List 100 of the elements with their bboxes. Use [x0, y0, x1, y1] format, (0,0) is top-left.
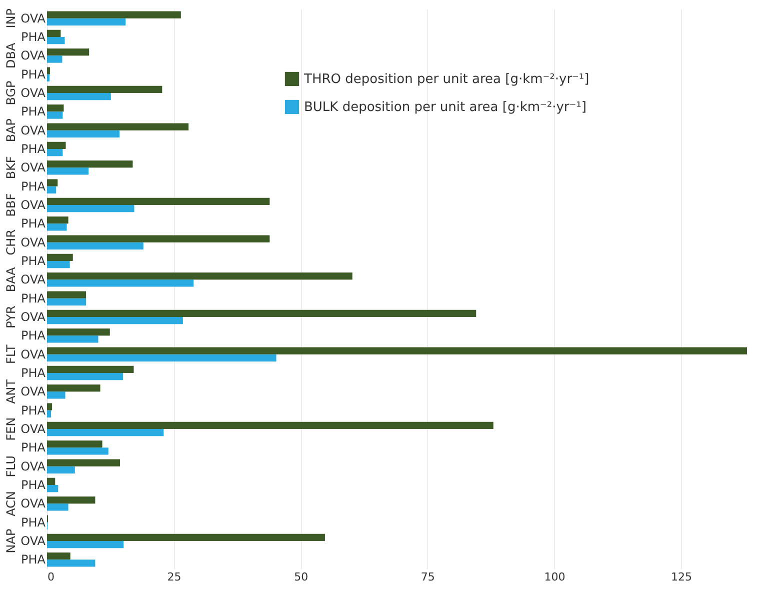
bar — [47, 261, 70, 268]
bar — [47, 86, 162, 93]
bar — [47, 560, 96, 567]
bar — [47, 112, 63, 119]
bar — [47, 384, 100, 392]
bar — [47, 373, 124, 380]
bar — [47, 280, 194, 287]
bar — [47, 478, 56, 485]
bar — [47, 235, 270, 242]
y-tick-label: PHA — [21, 403, 46, 418]
text: BKF — [4, 156, 18, 180]
x-tick-label: 100 — [544, 570, 566, 584]
bar — [47, 422, 494, 429]
bar — [47, 429, 164, 436]
bar — [47, 93, 111, 100]
y-tick-label: PHA — [21, 179, 46, 194]
y-tick-label: PHA — [21, 30, 46, 44]
y-tick-label: OVA — [20, 347, 46, 362]
x-tick-label: 125 — [671, 570, 692, 584]
bar — [47, 291, 86, 298]
text: BGP — [4, 80, 18, 106]
text: ANT — [4, 378, 18, 404]
bar — [47, 198, 270, 205]
bar — [47, 336, 98, 343]
y-tick-label: OVA — [20, 310, 46, 324]
y-tick-label: PHA — [21, 366, 46, 380]
bar — [47, 149, 63, 156]
x-tick-label: 50 — [294, 570, 308, 584]
bar — [47, 123, 189, 130]
text: FEN — [4, 417, 18, 441]
bar — [47, 205, 134, 212]
text: PYR — [4, 306, 18, 328]
y-tick-label: OVA — [20, 48, 46, 63]
y-tick-label: OVA — [20, 459, 46, 474]
bar — [47, 459, 120, 466]
y-tick-label: PHA — [21, 216, 46, 231]
bar — [47, 403, 52, 410]
bar — [47, 179, 58, 186]
bar — [47, 224, 67, 231]
y-tick-label: PHA — [21, 440, 46, 455]
y-tick-label: PHA — [21, 67, 46, 82]
bar — [47, 160, 133, 168]
bar — [47, 496, 96, 504]
bar — [47, 104, 64, 112]
y-tick-label: PHA — [21, 142, 46, 156]
bar — [47, 328, 110, 336]
bar — [47, 254, 73, 261]
y-tick-label: OVA — [20, 235, 46, 250]
bar — [47, 310, 476, 317]
x-tick-label: 0 — [48, 570, 54, 584]
legend-label: THRO deposition per unit area [g·km⁻²·yr⁻¹] — [303, 72, 590, 87]
text: CHR — [4, 229, 18, 256]
x-tick-label: 75 — [420, 570, 435, 584]
bar — [47, 74, 50, 82]
bar — [47, 317, 183, 324]
bar — [47, 37, 65, 44]
bar — [47, 168, 89, 175]
y-tick-label: PHA — [21, 515, 46, 530]
y-tick-label: OVA — [20, 384, 46, 399]
bar — [47, 504, 68, 511]
y-tick-label: OVA — [20, 123, 46, 138]
text: BAA — [4, 266, 18, 292]
bar — [47, 347, 747, 354]
bar — [47, 466, 75, 474]
bar — [47, 534, 325, 541]
y-tick-label: PHA — [21, 104, 46, 119]
bar — [47, 272, 352, 280]
text: BBF — [4, 193, 18, 217]
text: FLT — [4, 344, 18, 364]
y-tick-label: PHA — [21, 328, 46, 343]
bar — [47, 366, 134, 373]
legend-label: BULK deposition per unit area [g·km⁻²·yr⁻¹] — [304, 100, 586, 115]
bar — [47, 56, 62, 63]
bar — [47, 11, 181, 18]
text: ACN — [4, 490, 18, 516]
y-tick-label: OVA — [20, 534, 46, 548]
y-tick-label: OVA — [20, 496, 46, 511]
y-tick-label: PHA — [21, 254, 46, 268]
y-tick-label: OVA — [20, 198, 46, 212]
bar — [47, 67, 50, 74]
y-tick-label: OVA — [20, 160, 46, 175]
text: FLU — [4, 455, 18, 478]
bar — [47, 541, 124, 548]
bar — [47, 552, 70, 560]
bar — [47, 130, 120, 138]
y-tick-label: OVA — [20, 86, 46, 100]
bar — [47, 216, 68, 224]
y-tick-label: PHA — [21, 552, 46, 567]
bar — [47, 448, 108, 455]
bar — [47, 410, 52, 418]
text: NAP — [4, 528, 18, 554]
y-tick-label: OVA — [20, 422, 46, 436]
x-tick-label: 25 — [167, 570, 182, 584]
y-tick-label: OVA — [20, 272, 46, 287]
bar — [47, 30, 61, 37]
bar — [47, 18, 126, 26]
y-tick-label: PHA — [21, 291, 46, 306]
bar — [47, 440, 102, 448]
bar — [47, 186, 56, 194]
text: BAP — [4, 118, 18, 142]
